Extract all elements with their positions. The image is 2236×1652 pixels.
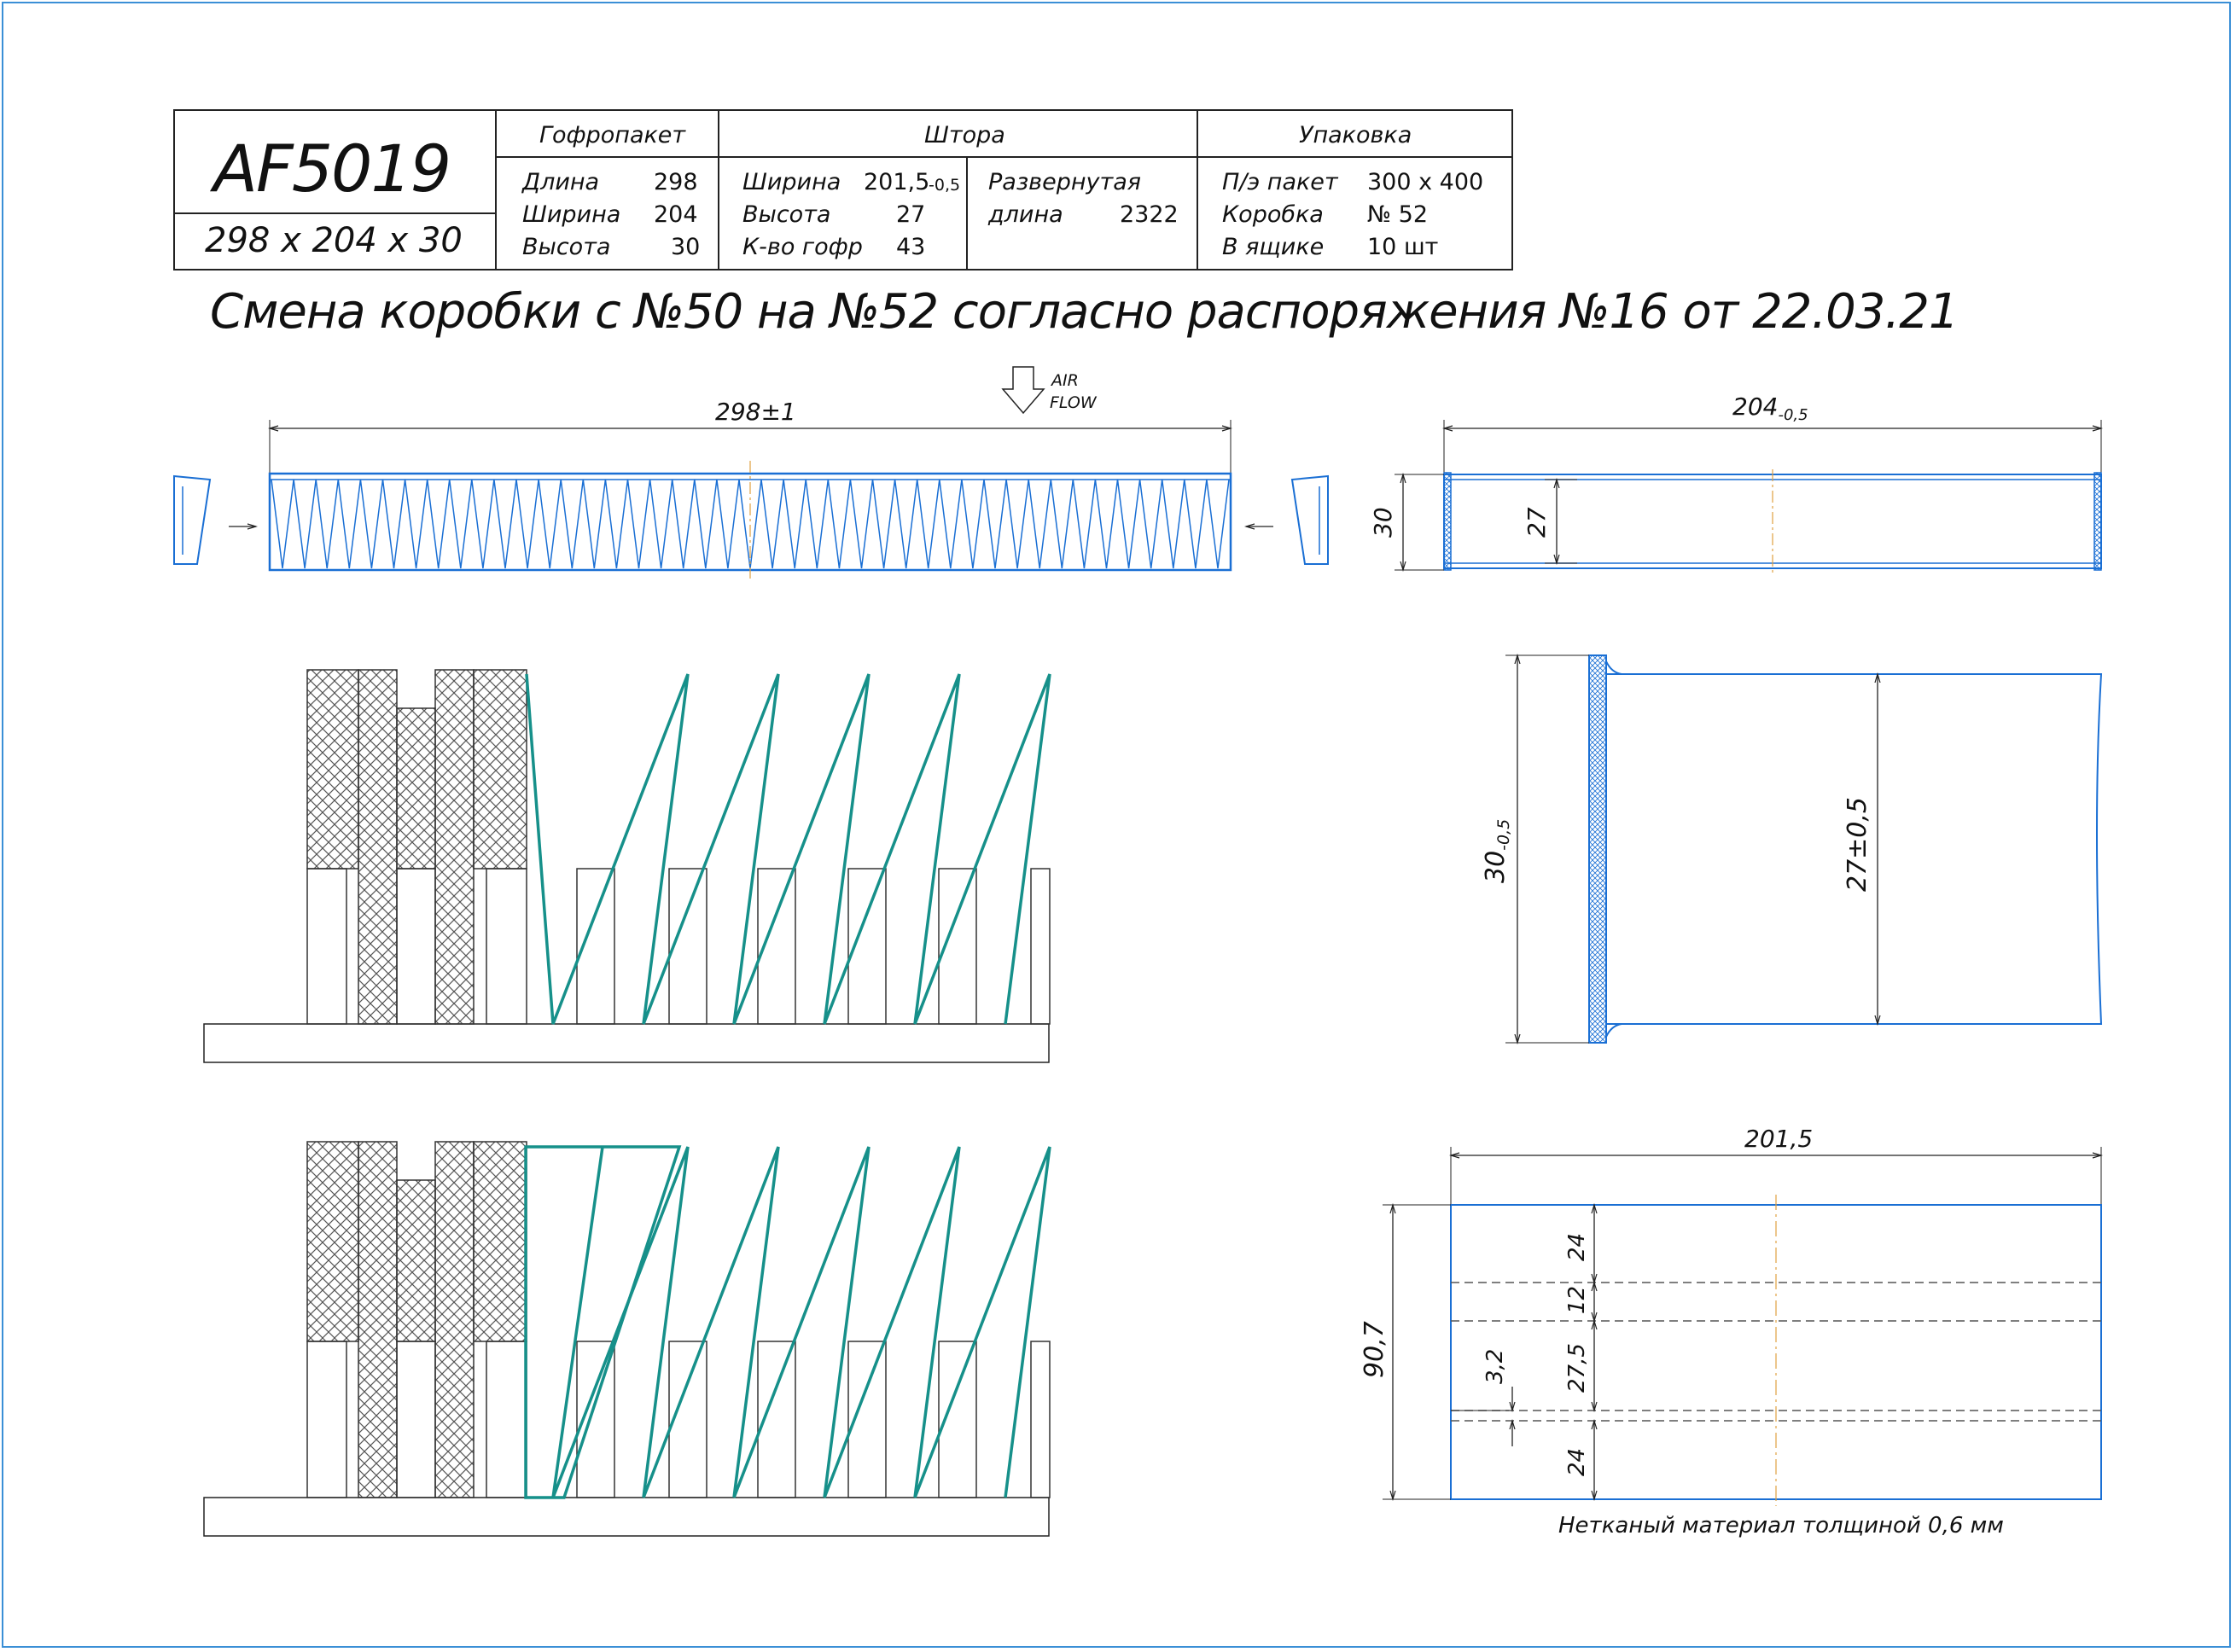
- fp-height-value: 30: [671, 234, 701, 260]
- pack-bag-label: П/э пакет: [1222, 169, 1338, 195]
- pack-bag-value: 300 х 400: [1367, 169, 1484, 195]
- airflow-label-2: FLOW: [1050, 393, 1098, 412]
- material-note: Нетканый материал толщиной 0,6 мм: [1558, 1513, 2004, 1539]
- fixed-blade-1: [396, 1341, 436, 1498]
- curtain-layout: 201,5 90,7 24 12 27,5 24 3,2 Нетканый ма…: [1360, 1125, 2101, 1539]
- fp-length-value: 298: [654, 169, 698, 195]
- hatched-blade-1: [358, 669, 398, 1025]
- blades-1: [306, 669, 1051, 1025]
- left-end-cap: [173, 474, 212, 565]
- hatched-blade-4: [473, 669, 527, 870]
- dim-side-inner-text: 27: [1523, 507, 1551, 538]
- hatched-blade-0: [306, 669, 359, 870]
- hatched-blade-1: [358, 1141, 398, 1498]
- fixed-blade-1: [396, 868, 436, 1025]
- curtain-header: Штора: [924, 122, 1005, 148]
- airflow-label-1: AIR: [1050, 371, 1079, 390]
- curtain-width-label: Ширина: [742, 169, 841, 195]
- part-number: AF5019: [213, 131, 451, 206]
- fp-height-label: Высота: [522, 234, 611, 260]
- change-notice: Смена коробки с №50 на №52 согласно расп…: [210, 284, 1959, 340]
- dim-side-height-text: 30: [1369, 507, 1397, 538]
- hatched-blade-2: [396, 1179, 436, 1342]
- comb-tooth-2: [757, 1341, 796, 1498]
- detail-body: [1607, 673, 2103, 1025]
- unfolded-label-2: длина: [988, 201, 1063, 228]
- hatched-blade-3: [434, 669, 475, 1025]
- comb-tooth-0: [576, 1341, 615, 1498]
- curtain-width-value: 201,5: [864, 169, 930, 195]
- comb-tooth-4: [938, 868, 977, 1025]
- fp-width-label: Ширина: [522, 201, 621, 228]
- blades-2: [306, 1141, 1051, 1498]
- base-plate-1: [203, 1023, 1050, 1063]
- dim-detail-height-text: 30-0,5: [1481, 819, 1513, 883]
- curtain-height-label: Высота: [742, 201, 831, 228]
- side-view: 204-0,5 30 27: [1369, 393, 2101, 573]
- comb-tooth-1: [668, 1341, 707, 1498]
- hatched-blade-3: [434, 1141, 475, 1498]
- pleating-diagram-1: [203, 669, 1051, 1063]
- base-plate-2: [203, 1497, 1050, 1537]
- comb-tooth-5: [1030, 868, 1051, 1025]
- dim-detail-inner-text: 27±0,5: [1843, 797, 1872, 892]
- dim-seg1-text: 24: [1564, 1233, 1590, 1261]
- folding-box: [524, 1145, 682, 1499]
- fp-length-label: Длина: [522, 169, 600, 195]
- fixed-blade-0: [306, 1341, 347, 1498]
- dim-seg2-text: 12: [1564, 1286, 1590, 1314]
- dim-curtain-height-text: 90,7: [1360, 1321, 1389, 1378]
- curtain-pleats-label: К-во гофр: [742, 234, 863, 260]
- curtain-height-value: 27: [896, 201, 926, 228]
- airflow-arrow-icon: [1001, 366, 1045, 415]
- right-end-cap: [1290, 474, 1329, 565]
- comb-tooth-2: [757, 868, 796, 1025]
- side-left-seal: [1443, 472, 1452, 571]
- pack-case-value: 10 шт: [1367, 234, 1439, 260]
- front-view: 298±1 AIR FLOW: [173, 366, 1329, 579]
- comb-tooth-4: [938, 1341, 977, 1498]
- fp-width-value: 204: [654, 201, 698, 228]
- fixed-blade-0: [306, 868, 347, 1025]
- unfolded-value: 2322: [1120, 201, 1179, 228]
- hatched-blade-2: [396, 707, 436, 870]
- comb-tooth-3: [847, 1341, 887, 1498]
- filter-pack-header: Гофропакет: [539, 122, 686, 148]
- pleats-1: [525, 673, 1051, 1025]
- detail-seal: [1588, 654, 1607, 1044]
- fixed-blade-2: [486, 1341, 527, 1498]
- hatched-blade-4: [473, 1141, 527, 1342]
- comb-tooth-3: [847, 868, 887, 1025]
- pack-case-label: В ящике: [1222, 234, 1325, 260]
- curtain-pleats-value: 43: [896, 234, 926, 260]
- packaging-header: Упаковка: [1299, 122, 1412, 148]
- detail-section: 30-0,5 27±0,5: [1481, 654, 2103, 1044]
- pack-box-label: Коробка: [1222, 201, 1324, 228]
- pack-box-value: № 52: [1367, 201, 1429, 228]
- curtain-width-tol: -0,5: [929, 176, 961, 195]
- pleating-diagram-2: [203, 1141, 1051, 1537]
- part-dimensions: 298 x 204 x 30: [205, 221, 463, 260]
- comb-tooth-1: [668, 868, 707, 1025]
- side-right-seal: [2093, 472, 2102, 571]
- unfolded-label-1: Развернутая: [988, 169, 1141, 195]
- dim-seg3-text: 27,5: [1564, 1343, 1590, 1393]
- fixed-blade-2: [486, 868, 527, 1025]
- dim-gap-text: 3,2: [1482, 1349, 1508, 1384]
- dim-width-text: 204-0,5: [1732, 393, 1808, 424]
- pleats-2: [551, 1146, 1051, 1498]
- comb-tooth-0: [576, 868, 615, 1025]
- dim-curtain-width-text: 201,5: [1744, 1125, 1813, 1153]
- dim-length-text: 298±1: [715, 398, 796, 426]
- comb-tooth-5: [1030, 1341, 1051, 1498]
- hatched-blade-0: [306, 1141, 359, 1342]
- dim-seg4-text: 24: [1564, 1448, 1590, 1476]
